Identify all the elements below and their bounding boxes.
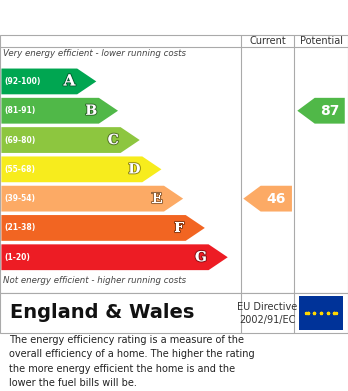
Text: Potential: Potential (300, 36, 342, 46)
Bar (299, 296, 343, 330)
Text: (81-91): (81-91) (4, 106, 35, 115)
Text: England & Wales: England & Wales (10, 303, 195, 323)
Text: Energy Efficiency Rating: Energy Efficiency Rating (10, 9, 239, 27)
Text: Very energy efficient - lower running costs: Very energy efficient - lower running co… (3, 49, 187, 58)
Text: Not energy efficient - higher running costs: Not energy efficient - higher running co… (3, 276, 187, 285)
Text: 46: 46 (267, 192, 286, 206)
Text: A: A (64, 74, 76, 88)
Text: G: G (195, 250, 207, 264)
Polygon shape (1, 127, 140, 153)
Text: EU Directive: EU Directive (237, 302, 298, 312)
Polygon shape (1, 68, 96, 94)
Polygon shape (1, 98, 118, 124)
Text: (1-20): (1-20) (4, 253, 30, 262)
Text: (39-54): (39-54) (4, 194, 35, 203)
Text: The energy efficiency rating is a measure of the
overall efficiency of a home. T: The energy efficiency rating is a measur… (9, 335, 254, 388)
Polygon shape (1, 215, 205, 241)
Text: Current: Current (249, 36, 286, 46)
Text: (21-38): (21-38) (4, 223, 35, 232)
Text: 2002/91/EC: 2002/91/EC (239, 315, 296, 325)
Text: 87: 87 (320, 104, 339, 118)
Polygon shape (243, 186, 292, 212)
Polygon shape (1, 186, 183, 212)
Text: E: E (152, 192, 162, 206)
Text: (92-100): (92-100) (4, 77, 41, 86)
Polygon shape (1, 156, 161, 182)
Text: (69-80): (69-80) (4, 136, 35, 145)
Text: (55-68): (55-68) (4, 165, 35, 174)
Text: F: F (174, 221, 184, 235)
Polygon shape (1, 244, 228, 270)
Text: C: C (108, 133, 119, 147)
Polygon shape (297, 98, 345, 124)
Text: B: B (85, 104, 97, 118)
Text: D: D (128, 162, 141, 176)
